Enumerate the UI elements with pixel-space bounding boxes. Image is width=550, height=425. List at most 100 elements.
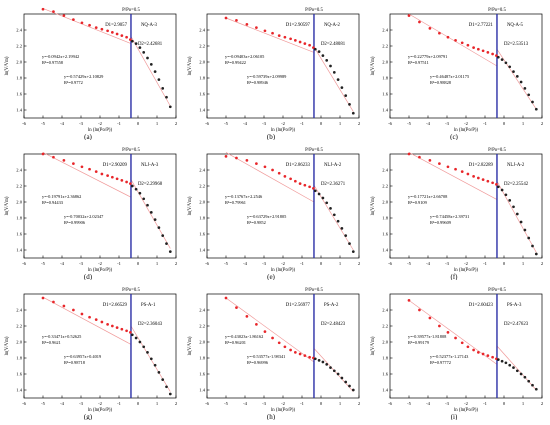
y-tick-label: 2.4	[199, 308, 205, 313]
panel-h: -6 -5 -4 -3 -2 -1 0 1 2 1.4 1.6 1.8 2.0 2.2 2.4 ln (ln(…	[183, 280, 366, 425]
data-point-red	[477, 176, 480, 180]
data-point-red	[80, 21, 84, 25]
x-tick-label: 2	[541, 261, 544, 266]
sample-label: NQ-A-5	[507, 23, 524, 28]
data-point-black	[515, 75, 519, 78]
fit-line-low-pressure	[225, 297, 315, 363]
r-squared-low-pressure: R²=0.97558	[42, 60, 64, 65]
data-point-red	[111, 175, 114, 179]
panel-caption: (c)	[450, 133, 458, 140]
chart-a: -6 -5 -4 -3 -2 -1 0 1 2 1.4 1.6 1.8 2.0 2.2 2.4 ln (ln(…	[5, 7, 178, 141]
x-tick-label: -1	[117, 401, 122, 406]
data-point-black	[515, 212, 519, 216]
data-point-red	[120, 34, 124, 37]
panel-caption: (i)	[451, 413, 458, 420]
data-point-red	[111, 324, 114, 328]
y-tick-label: 1.4	[199, 108, 205, 113]
data-point-red	[62, 14, 66, 17]
data-point-black	[321, 360, 325, 364]
data-point-red	[129, 331, 132, 334]
data-point-red	[460, 170, 464, 173]
x-tick-label: 1	[522, 121, 525, 126]
data-point-black	[321, 196, 325, 200]
y-tick-label: 2.4	[199, 28, 205, 33]
data-point-black	[157, 78, 161, 81]
data-point-red	[289, 348, 292, 352]
r-squared-high-pressure: R²=0.98946	[247, 80, 269, 85]
x-axis-label: ln (ln(Po/P))	[271, 268, 296, 273]
r-squared-high-pressure: R²=0.99906	[64, 220, 86, 225]
x-tick-label: -4	[426, 401, 431, 406]
y-tick-label: 2.0	[199, 340, 205, 345]
sample-label: PS-A-3	[507, 303, 522, 308]
data-point-black	[157, 371, 161, 374]
y-tick-label: 2.4	[199, 168, 205, 173]
data-point-red	[283, 35, 287, 39]
data-point-red	[277, 341, 281, 345]
fractal-d2-label: D2=2.25542	[504, 182, 529, 187]
fractal-d1-label: D1=2.77221	[469, 23, 494, 28]
pressure-label: P/Po=0.5	[305, 148, 323, 153]
data-point-black	[130, 333, 134, 337]
r-squared-high-pressure: R²=0.9852	[247, 220, 266, 225]
x-tick-label: -2	[98, 261, 103, 266]
y-tick-label: 1.4	[16, 388, 22, 393]
x-tick-label: 2	[358, 401, 361, 406]
data-point-red	[472, 348, 475, 352]
x-tick-label: -5	[224, 261, 229, 266]
data-point-red	[491, 355, 494, 359]
data-point-red	[303, 354, 307, 357]
data-point-black	[168, 250, 172, 253]
y-tick-label: 2.0	[382, 60, 388, 65]
data-point-red	[294, 179, 297, 183]
data-point-red	[418, 155, 421, 159]
x-axis-label: ln (ln(Po/P))	[271, 408, 296, 413]
data-point-red	[255, 26, 258, 29]
data-point-black	[512, 70, 515, 73]
x-tick-label: 0	[320, 261, 323, 266]
data-point-black	[340, 86, 344, 89]
panel-caption: (a)	[84, 133, 92, 140]
data-point-red	[263, 330, 267, 333]
y-tick-label: 2.4	[382, 168, 388, 173]
y-tick-label: 1.6	[382, 372, 388, 377]
data-point-red	[106, 323, 109, 326]
data-point-black	[519, 372, 523, 376]
y-axis-label: ln(V/Vm)	[371, 336, 376, 355]
y-tick-label: 2.4	[16, 168, 22, 173]
data-point-red	[438, 162, 441, 165]
plot-frame	[206, 13, 360, 119]
fractal-d2-label: D2=2.42681	[138, 42, 163, 47]
data-point-black	[153, 363, 157, 367]
x-tick-label: -4	[60, 261, 65, 266]
data-point-black	[134, 42, 138, 45]
equation-high-pressure: y=-0.46487x+2.01175	[430, 74, 470, 79]
y-tick-label: 2.2	[199, 324, 205, 329]
data-point-black	[149, 63, 153, 66]
data-point-black	[146, 56, 149, 60]
fractal-d1-label: D1=2.86233	[286, 163, 311, 168]
x-tick-label: -6	[205, 121, 210, 126]
data-point-black	[348, 384, 351, 388]
data-point-red	[277, 171, 281, 175]
panel-g: -6 -5 -4 -3 -2 -1 0 1 2 1.4 1.6 1.8 2.0 2.2 2.4 ln (ln(…	[0, 280, 183, 425]
data-point-red	[88, 167, 91, 171]
data-point-red	[466, 345, 470, 349]
x-tick-label: -5	[407, 121, 412, 126]
data-point-red	[235, 306, 238, 309]
data-point-black	[351, 250, 355, 253]
fractal-d1-label: D1=2.60423	[469, 303, 494, 308]
data-point-black	[130, 184, 134, 188]
data-point-red	[52, 155, 55, 159]
data-point-black	[149, 357, 153, 361]
data-point-red	[88, 23, 91, 27]
y-axis-label: ln(V/Vm)	[371, 56, 376, 75]
sample-label: NLJ-A-2	[507, 163, 525, 168]
y-axis-label: ln(V/Vm)	[5, 336, 10, 355]
y-tick-label: 2.2	[382, 324, 388, 329]
data-point-red	[460, 341, 464, 345]
data-point-black	[496, 185, 500, 189]
data-point-black	[329, 207, 332, 210]
chart-i: -6 -5 -4 -3 -2 -1 0 1 2 1.4 1.6 1.8 2.0 2.2 2.4 ln (ln(…	[371, 288, 544, 421]
r-squared-low-pressure: R²=0.79961	[225, 200, 246, 205]
